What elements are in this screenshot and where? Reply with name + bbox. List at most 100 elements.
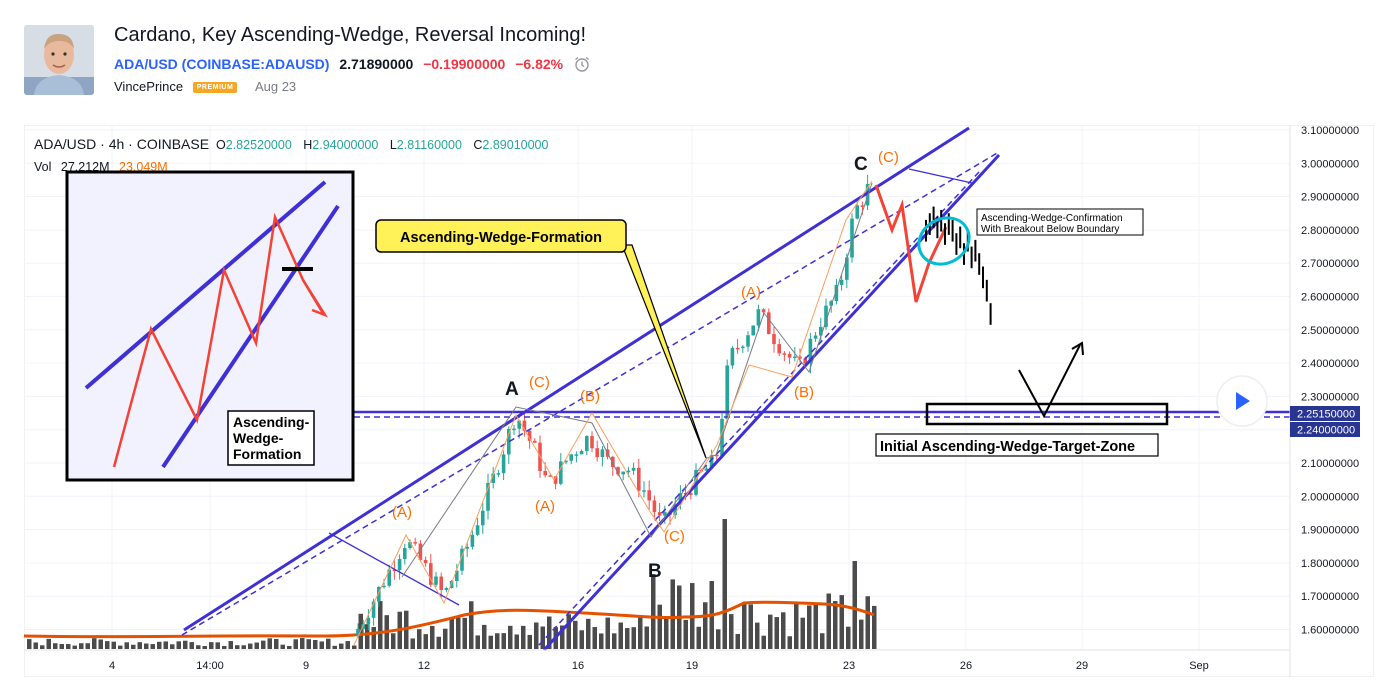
volume-bar <box>865 596 870 649</box>
volume-bar <box>560 625 565 649</box>
wave-label-c: C <box>854 154 868 175</box>
candle-body <box>652 500 657 513</box>
candle-body <box>767 312 771 335</box>
volume-bar <box>228 641 233 649</box>
price-tick-label: 2.30000000 <box>1301 391 1359 403</box>
volume-bar <box>638 615 643 649</box>
volume-bar <box>846 626 851 649</box>
volume-moving-average <box>23 600 875 639</box>
svg-text:With Breakout Below Boundary: With Breakout Below Boundary <box>981 224 1119 235</box>
chart-container[interactable]: 3.10000000 3.00000000 2.90000000 2.80000000… <box>23 124 1375 678</box>
volume-bar <box>514 634 519 649</box>
volume-bar <box>566 614 571 649</box>
price-tag-lower: 2.24000000 <box>1290 422 1360 437</box>
volume-bar <box>768 614 773 649</box>
candle-body <box>548 475 553 477</box>
volume-bar <box>332 645 337 649</box>
candle-body <box>387 569 391 586</box>
candle-body <box>517 420 521 429</box>
volume-bar <box>423 634 428 649</box>
volume-bar <box>46 638 51 649</box>
volume-bar <box>508 625 513 649</box>
last-price: 2.71890000 <box>339 56 414 73</box>
alarm-clock-icon[interactable] <box>573 55 591 76</box>
volume-bar <box>696 626 701 649</box>
candle-body <box>579 451 584 455</box>
volume-bar <box>787 636 792 649</box>
time-tick-label: 29 <box>1076 660 1088 672</box>
candle-body <box>751 325 755 336</box>
wedge-lower-line <box>542 153 1001 652</box>
candle-body <box>798 356 802 359</box>
price-tick-label: 3.00000000 <box>1301 158 1359 170</box>
wave-labels: A B C (C) (A) (B) (A) (C) (A) (B) (C) <box>392 149 899 582</box>
candle-body <box>637 467 641 491</box>
candle-body <box>595 448 599 458</box>
inset-schematic: Ascending- Wedge- Formation <box>65 170 355 482</box>
candle-body <box>642 490 646 492</box>
candle-body <box>725 365 729 419</box>
candle-body <box>761 309 766 313</box>
sub-wave-c-3: (C) <box>878 149 899 166</box>
volume-bar <box>371 627 376 649</box>
volume-bar <box>820 633 825 649</box>
volume-bar <box>261 640 266 649</box>
inset-label-line1: Ascending- <box>233 414 310 430</box>
volume-bar <box>794 601 799 649</box>
volume-bar <box>540 626 545 649</box>
volume-bar <box>573 620 578 649</box>
volume-bar <box>462 617 467 649</box>
volume-bar <box>183 640 188 649</box>
volume-bar <box>833 601 838 649</box>
volume-bar <box>66 644 71 649</box>
author-name[interactable]: VincePrince <box>114 79 184 94</box>
play-button[interactable] <box>1216 375 1268 427</box>
candle-body <box>704 468 709 471</box>
candle-body <box>392 569 397 572</box>
candle-body <box>418 543 423 560</box>
candle-body <box>444 588 449 590</box>
time-tick-label: 12 <box>418 660 430 672</box>
volume-bar <box>300 638 305 649</box>
volume-bar <box>813 602 818 649</box>
volume-bar <box>456 617 461 649</box>
volume-bar <box>417 629 422 649</box>
candle-body <box>455 570 459 581</box>
author-avatar[interactable] <box>24 25 94 95</box>
candle-body <box>465 546 469 549</box>
volume-bar <box>33 642 38 649</box>
volume-bar <box>293 639 298 649</box>
volume-bar <box>527 634 532 649</box>
volume-bar <box>235 645 240 649</box>
candle-body <box>382 585 386 588</box>
volume-bar <box>72 645 77 649</box>
symbol-link[interactable]: ADA/USD (COINBASE:ADAUSD) <box>114 56 330 73</box>
play-icon <box>1236 392 1250 410</box>
candle-body <box>356 628 360 637</box>
candle-body <box>678 492 683 505</box>
candle-body <box>803 358 807 364</box>
time-tick-label: 9 <box>303 660 309 672</box>
volume-bar <box>742 602 747 649</box>
wave-label-b: B <box>648 561 662 582</box>
candle-body <box>834 284 839 302</box>
idea-title[interactable]: Cardano, Key Ascending-Wedge, Reversal I… <box>114 24 587 46</box>
price-tag-upper: 2.25150000 <box>1290 406 1360 421</box>
candle-body <box>491 473 495 483</box>
candle-body <box>626 470 631 473</box>
volume-bar <box>748 604 753 649</box>
volume-bar <box>488 635 493 649</box>
sub-wave-c-1: (C) <box>529 374 550 391</box>
candle-body <box>439 576 443 590</box>
volume-bar <box>189 642 194 649</box>
volume-bar <box>157 641 162 649</box>
price-chart[interactable]: 3.10000000 3.00000000 2.90000000 2.80000000… <box>23 124 1375 678</box>
volume-bar <box>248 643 253 649</box>
projection-zigzag <box>874 184 948 303</box>
volume-bar <box>469 601 474 649</box>
volume-bar <box>352 645 357 649</box>
candle-body <box>657 512 662 516</box>
time-tick-label: 14:00 <box>196 660 224 672</box>
volume-bar <box>449 619 454 649</box>
time-axis[interactable]: 4 14:00 9 12 16 19 23 26 29 Sep <box>109 660 1209 672</box>
